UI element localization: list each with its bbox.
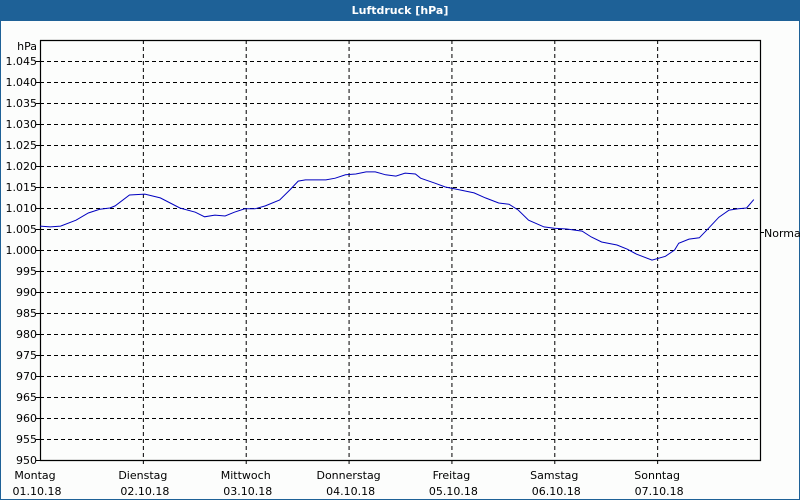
y-tick-label: 955 <box>16 433 37 446</box>
x-tick-date: 02.10.18 <box>120 485 169 498</box>
x-tick-day: Montag <box>14 469 55 482</box>
x-tick-date: 03.10.18 <box>223 485 272 498</box>
x-axis-ticks: Montag 01.10.18 Dienstag 02.10.18 Mittwoch 03… <box>13 469 684 498</box>
x-tick-date: 04.10.18 <box>326 485 375 498</box>
x-tick-date: 06.10.18 <box>532 485 581 498</box>
y-tick-label: 975 <box>16 349 37 362</box>
x-tick-day: Freitag <box>433 469 471 482</box>
y-tick-label: 1.015 <box>6 181 38 194</box>
x-tick-day: Donnerstag <box>316 469 380 482</box>
y-tick-label: 1.025 <box>6 139 38 152</box>
axes <box>39 39 762 462</box>
pressure-line <box>39 171 755 261</box>
y-tick-label: 950 <box>16 454 37 467</box>
normal-annotation: Normal <box>761 227 800 240</box>
x-tick-date: 07.10.18 <box>635 485 684 498</box>
y-tick-label: 980 <box>16 328 37 341</box>
y-tick-label: 1.000 <box>6 244 38 257</box>
x-tick-day: Samstag <box>530 469 578 482</box>
y-tick-label: 1.010 <box>6 202 38 215</box>
y-tick-label: 995 <box>16 265 37 278</box>
normal-label: Normal <box>764 227 800 240</box>
plot-border <box>39 39 762 462</box>
y-tick-label: 1.005 <box>6 223 38 236</box>
y-tick-label: 1.040 <box>6 76 38 89</box>
y-tick-label: 990 <box>16 286 37 299</box>
y-tick-label: 985 <box>16 307 37 320</box>
y-axis-ticks: 950 955 960 965 970 975 980 985 990 995 1.000 1.005… <box>6 55 40 467</box>
y-tick-label: 1.045 <box>6 55 38 68</box>
grid-lines <box>40 40 760 464</box>
y-tick-label: 1.030 <box>6 118 38 131</box>
y-tick-label: 960 <box>16 412 37 425</box>
x-tick-day: Sonntag <box>634 469 680 482</box>
x-tick-day: Mittwoch <box>221 469 271 482</box>
y-axis-unit-label: hPa <box>17 40 37 53</box>
chart-title: Luftdruck [hPa] <box>0 0 800 21</box>
x-tick-date: 05.10.18 <box>429 485 478 498</box>
y-tick-label: 970 <box>16 370 37 383</box>
y-tick-label: 1.035 <box>6 97 38 110</box>
y-tick-label: 965 <box>16 391 37 404</box>
y-tick-label: 1.020 <box>6 160 38 173</box>
x-tick-day: Dienstag <box>118 469 167 482</box>
x-tick-date: 01.10.18 <box>13 485 62 498</box>
